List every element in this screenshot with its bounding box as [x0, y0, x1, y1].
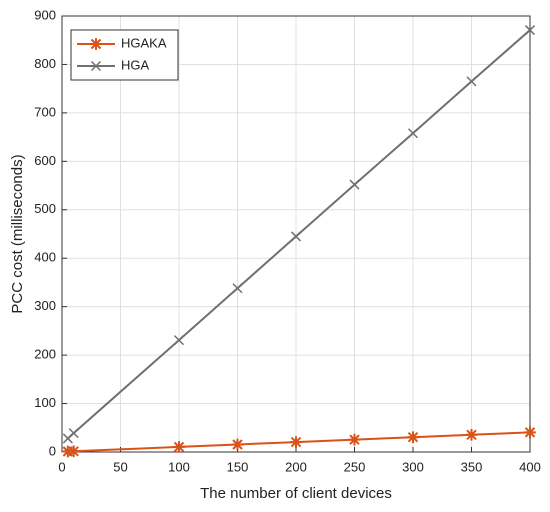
y-tick-label: 700: [34, 104, 56, 119]
y-tick-label: 600: [34, 153, 56, 168]
marker: [67, 445, 80, 458]
legend-marker: [90, 60, 102, 72]
y-tick-label: 500: [34, 201, 56, 216]
marker: [173, 441, 185, 453]
marker: [348, 433, 361, 446]
x-tick-label: 0: [58, 459, 65, 474]
marker: [349, 179, 360, 190]
marker: [290, 436, 302, 448]
x-tick-label: 250: [344, 459, 366, 474]
x-tick-label: 400: [519, 459, 541, 474]
x-tick-label: 150: [227, 459, 249, 474]
legend-box: [70, 29, 179, 81]
y-tick-label: 400: [34, 250, 56, 265]
x-tick-label: 200: [285, 459, 307, 474]
marker: [465, 428, 478, 441]
y-tick-label: 200: [34, 347, 56, 362]
marker: [524, 25, 536, 36]
legend-label: HGAKA: [121, 35, 167, 50]
legend-label: HGA: [121, 57, 150, 72]
legend: HGAKA HGA: [70, 29, 179, 81]
marker: [407, 431, 419, 444]
y-tick-label: 0: [49, 443, 56, 458]
marker: [466, 76, 477, 87]
x-axis-label: The number of client devices: [200, 485, 392, 502]
x-tick-label: 350: [461, 459, 483, 474]
marker: [290, 231, 302, 242]
y-tick-label: 900: [34, 7, 56, 22]
legend-marker: [90, 38, 102, 50]
y-axis-label: PCC cost (milliseconds): [9, 154, 26, 313]
marker: [524, 426, 536, 439]
marker: [231, 438, 244, 451]
marker: [407, 128, 419, 139]
y-tick-label: 800: [34, 56, 56, 71]
y-tick-label: 100: [34, 395, 56, 410]
x-tick-label: 300: [402, 459, 424, 474]
marker: [232, 283, 243, 294]
marker: [68, 428, 79, 439]
x-tick-label: 100: [168, 459, 190, 474]
marker: [173, 335, 185, 346]
y-tick-label: 300: [34, 298, 56, 313]
x-tick-label: 50: [113, 459, 127, 474]
plot-frame: [61, 15, 531, 453]
